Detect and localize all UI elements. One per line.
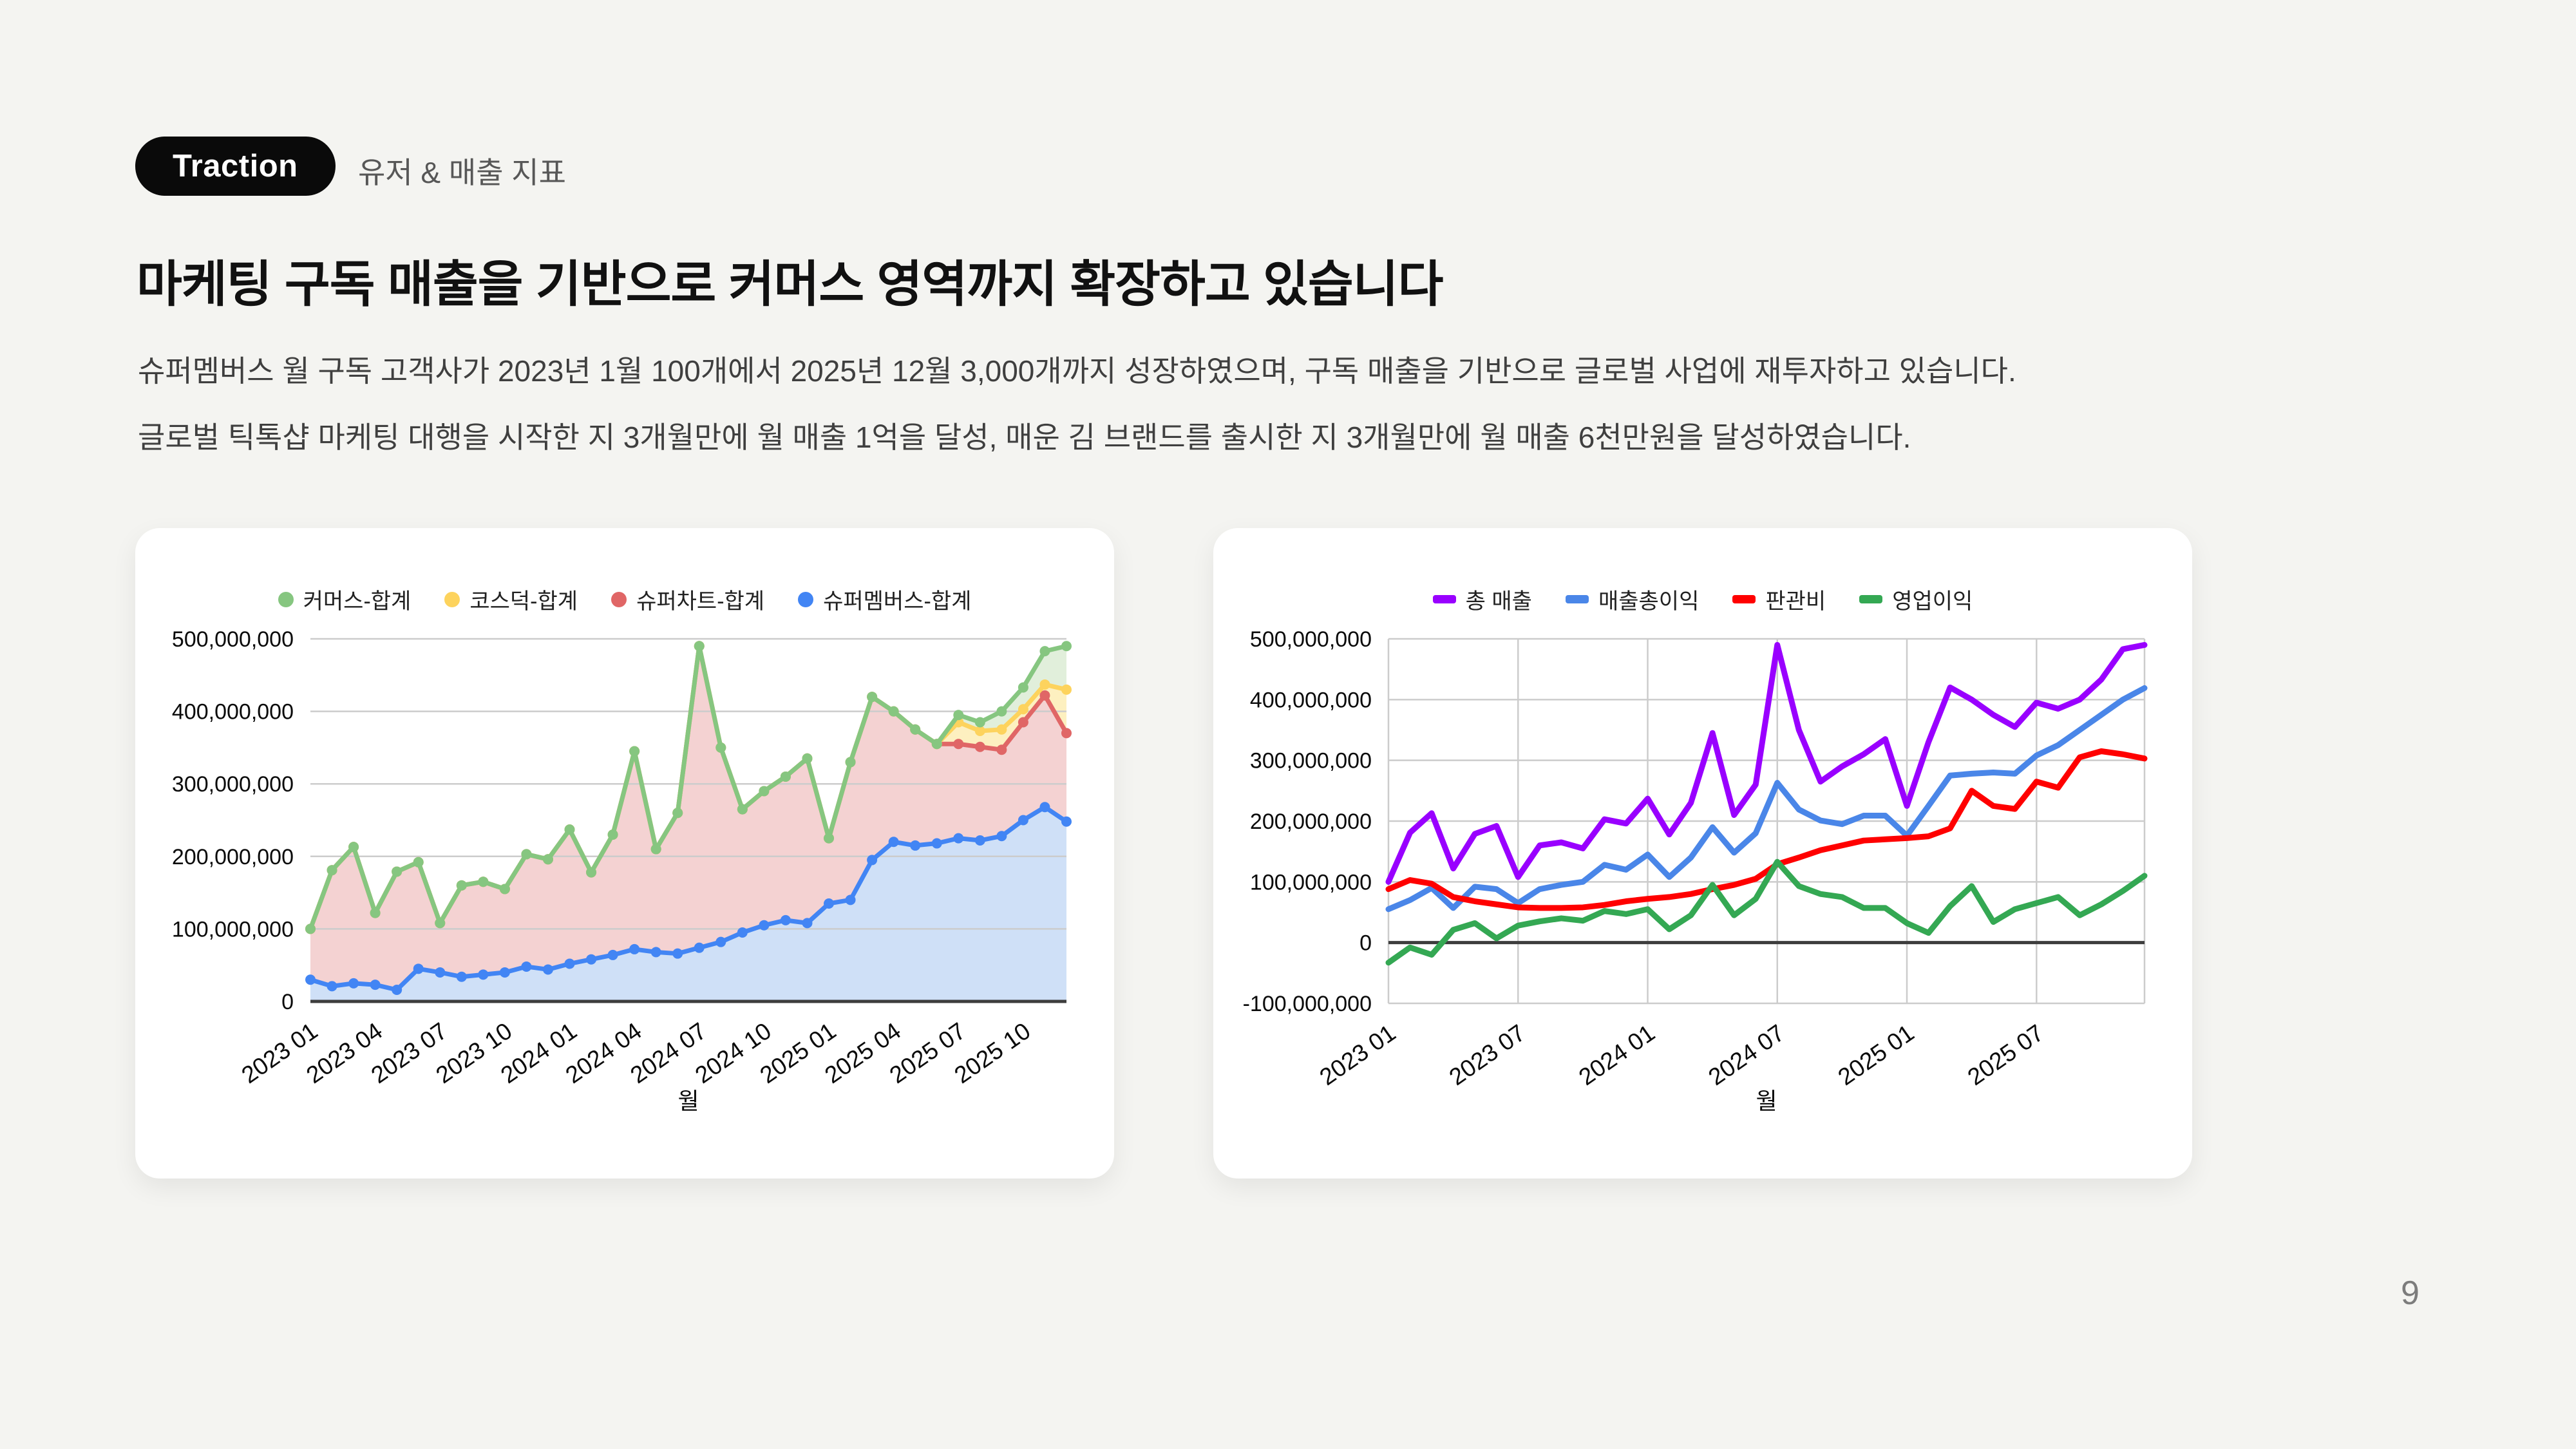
legend-item: 영업이익 [1859, 583, 1973, 615]
svg-text:500,000,000: 500,000,000 [172, 627, 294, 652]
slide-title: 마케팅 구독 매출을 기반으로 커머스 영역까지 확장하고 있습니다 [137, 257, 1443, 312]
svg-text:2023 01: 2023 01 [1315, 1019, 1401, 1090]
legend-marker [798, 591, 814, 607]
slide-subtitle: 유저 & 매출 지표 [358, 156, 566, 189]
pnl-line-chart-card: 총 매출 매출총이익 판관비 영업이익 -100,000,000 0 100,000,00… [1213, 528, 2192, 1179]
legend-label: 코스덕-합계 [469, 589, 578, 614]
legend-item: 슈퍼멤버스-합계 [798, 583, 971, 615]
revenue-by-business-stacked-area-chart: 0 100,000,000 200,000,000 300,000,000 400,00… [172, 627, 1072, 1114]
legend-marker [278, 591, 294, 607]
legend-label: 총 매출 [1465, 589, 1532, 614]
legend-item: 매출총이익 [1565, 583, 1700, 615]
svg-text:0: 0 [281, 990, 294, 1014]
svg-text:2024 07: 2024 07 [1703, 1019, 1789, 1090]
svg-text:300,000,000: 300,000,000 [1250, 749, 1372, 773]
svg-text:300,000,000: 300,000,000 [172, 772, 294, 797]
svg-text:100,000,000: 100,000,000 [172, 917, 294, 942]
svg-text:200,000,000: 200,000,000 [1250, 810, 1372, 834]
stacked-chart-legend: 커머스-합계 코스덕-합계 슈퍼차트-합계 슈퍼멤버스-합계 [135, 583, 1114, 615]
legend-item: 슈퍼차트-합계 [611, 583, 764, 615]
slide-body: 슈퍼멤버스 월 구독 고객사가 2023년 1월 100개에서 2025년 12… [138, 338, 2327, 471]
legend-marker [611, 591, 627, 607]
svg-text:0: 0 [1359, 931, 1372, 956]
legend-marker [444, 591, 460, 607]
legend-label: 영업이익 [1892, 589, 1973, 614]
svg-text:100,000,000: 100,000,000 [1250, 870, 1372, 895]
svg-text:2025 07: 2025 07 [1963, 1019, 2049, 1090]
svg-text:2024 01: 2024 01 [1574, 1019, 1660, 1090]
legend-marker [1732, 595, 1756, 603]
svg-text:-100,000,000: -100,000,000 [1243, 992, 1372, 1016]
legend-label: 슈퍼차트-합계 [636, 589, 765, 614]
pnl-metrics-line-chart: -100,000,000 0 100,000,000 200,000,000 300,0… [1243, 627, 2148, 1114]
legend-item: 총 매출 [1432, 583, 1532, 615]
svg-text:2025 01: 2025 01 [1833, 1019, 1919, 1090]
body-line-2: 글로벌 틱톡샵 마케팅 대행을 시작한 지 3개월만에 월 매출 1억을 달성,… [138, 421, 1911, 454]
svg-text:400,000,000: 400,000,000 [1250, 688, 1372, 712]
legend-item: 코스덕-합계 [444, 583, 578, 615]
legend-item: 판관비 [1732, 583, 1826, 615]
svg-text:500,000,000: 500,000,000 [1250, 627, 1372, 652]
revenue-stacked-chart-card: 커머스-합계 코스덕-합계 슈퍼차트-합계 슈퍼멤버스-합계 0 100,000,000… [135, 528, 1114, 1179]
pnl-chart-legend: 총 매출 매출총이익 판관비 영업이익 [1213, 583, 2192, 615]
page-number: 9 [2401, 1274, 2420, 1312]
legend-label: 커머스-합계 [303, 589, 412, 614]
svg-text:월: 월 [677, 1088, 699, 1114]
svg-text:400,000,000: 400,000,000 [172, 700, 294, 724]
traction-badge: Traction [135, 137, 336, 196]
legend-label: 매출총이익 [1598, 589, 1700, 614]
svg-text:200,000,000: 200,000,000 [172, 845, 294, 869]
body-line-1: 슈퍼멤버스 월 구독 고객사가 2023년 1월 100개에서 2025년 12… [138, 354, 2016, 388]
svg-text:월: 월 [1756, 1088, 1777, 1114]
legend-label: 슈퍼멤버스-합계 [823, 589, 972, 614]
legend-item: 커머스-합계 [278, 583, 412, 615]
svg-text:2023 07: 2023 07 [1444, 1019, 1530, 1090]
legend-marker [1432, 595, 1456, 603]
legend-marker [1859, 595, 1883, 603]
legend-label: 판관비 [1765, 589, 1826, 614]
legend-marker [1565, 595, 1589, 603]
